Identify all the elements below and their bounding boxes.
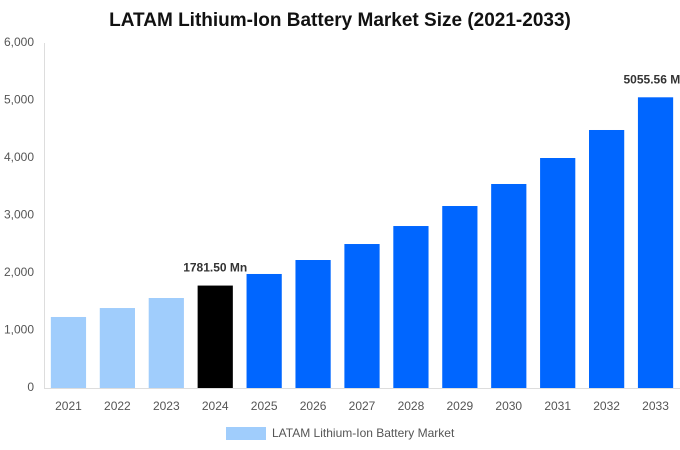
bar (344, 244, 380, 388)
bar (295, 260, 331, 388)
bar (589, 129, 625, 388)
bar (637, 97, 674, 388)
bar (540, 158, 576, 388)
x-tick-label: 2025 (251, 399, 278, 413)
y-tick-label: 2,000 (4, 265, 34, 279)
bar (99, 308, 135, 388)
y-tick-label: 0 (27, 380, 34, 394)
chart-title: LATAM Lithium-Ion Battery Market Size (2… (109, 10, 571, 31)
y-tick-label: 6,000 (4, 35, 34, 49)
x-tick-label: 2022 (104, 399, 131, 413)
x-tick-label: 2031 (544, 399, 571, 413)
x-tick-label: 2028 (398, 399, 425, 413)
x-tick-label: 2033 (642, 399, 669, 413)
bar (393, 226, 429, 388)
x-tick-label: 2026 (300, 399, 327, 413)
legend-label: LATAM Lithium-Ion Battery Market (272, 426, 455, 440)
bar (148, 298, 184, 388)
legend-swatch (226, 427, 266, 440)
x-tick-label: 2023 (153, 399, 180, 413)
value-label: 5055.56 Mn (624, 72, 680, 86)
y-tick-label: 3,000 (4, 208, 34, 222)
value-label: 1781.50 Mn (183, 261, 247, 275)
bar (50, 316, 87, 388)
y-tick-label: 1,000 (4, 323, 34, 337)
x-tick-label: 2029 (446, 399, 473, 413)
x-tick-label: 2030 (495, 399, 522, 413)
bar (246, 273, 282, 388)
x-tick-label: 2021 (55, 399, 82, 413)
x-tick-label: 2024 (202, 399, 229, 413)
bar (442, 206, 478, 388)
bar (491, 183, 527, 388)
y-tick-label: 5,000 (4, 93, 34, 107)
x-tick-label: 2027 (349, 399, 376, 413)
x-tick-label: 2032 (593, 399, 620, 413)
y-tick-label: 4,000 (4, 150, 34, 164)
bar (197, 285, 233, 388)
